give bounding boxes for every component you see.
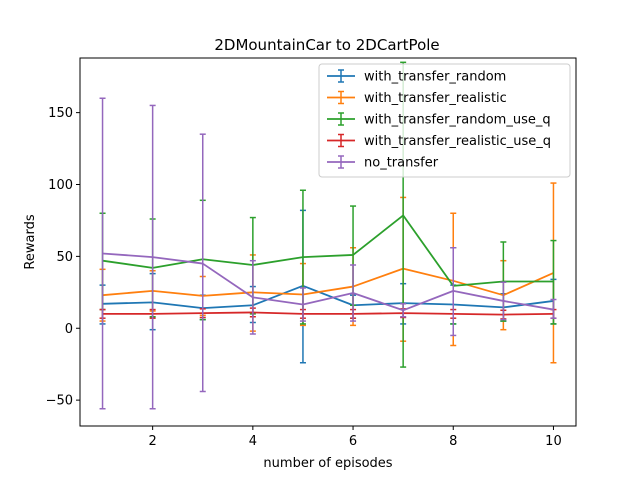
series-line [102, 311, 554, 316]
x-tick-label: 2 [149, 434, 157, 449]
series-with_transfer_random [99, 209, 557, 364]
legend-entry: with_transfer_realistic [327, 90, 507, 106]
legend-entry: with_transfer_random_use_q [327, 112, 551, 128]
series-no_transfer [99, 97, 557, 410]
series-line [102, 214, 554, 287]
x-tick-label: 4 [249, 434, 257, 449]
x-tick-label: 10 [545, 434, 562, 449]
series-line [102, 284, 554, 310]
x-axis-label: number of episodes [263, 456, 392, 471]
y-tick-label: 50 [56, 250, 73, 265]
y-tick-label: 150 [48, 106, 73, 121]
legend-label: no_transfer [364, 156, 439, 171]
legend-entry: no_transfer [327, 155, 439, 171]
series-line [102, 252, 554, 312]
legend-label: with_transfer_realistic [364, 91, 507, 106]
x-tick-label: 6 [349, 434, 357, 449]
legend: with_transfer_random with_transfer_realis… [318, 63, 571, 178]
series-with_transfer_realistic_use_q [99, 307, 557, 320]
legend-entry: with_transfer_random [327, 69, 506, 85]
legend-box [318, 63, 571, 178]
series-with_transfer_realistic [99, 182, 557, 364]
y-tick-label: 100 [48, 178, 73, 193]
y-tick-label: 0 [65, 322, 73, 337]
legend-label: with_transfer_random [364, 70, 506, 85]
axes-frame [79, 57, 577, 427]
series-line [102, 267, 554, 297]
chart-title: 2DMountainCar to 2DCartPole [214, 36, 439, 54]
plot-area [99, 61, 557, 410]
x-tick-label: 8 [449, 434, 457, 449]
legend-label: with_transfer_random_use_q [364, 113, 551, 128]
legend-label: with_transfer_realistic_use_q [364, 134, 551, 149]
legend-entry: with_transfer_realistic_use_q [327, 133, 551, 149]
y-tick-label: −50 [46, 394, 73, 409]
axis-ticks: 2 4 6 8 10 −50 0 50 100 150 [46, 106, 562, 449]
y-axis-label: Rewards [23, 214, 38, 269]
